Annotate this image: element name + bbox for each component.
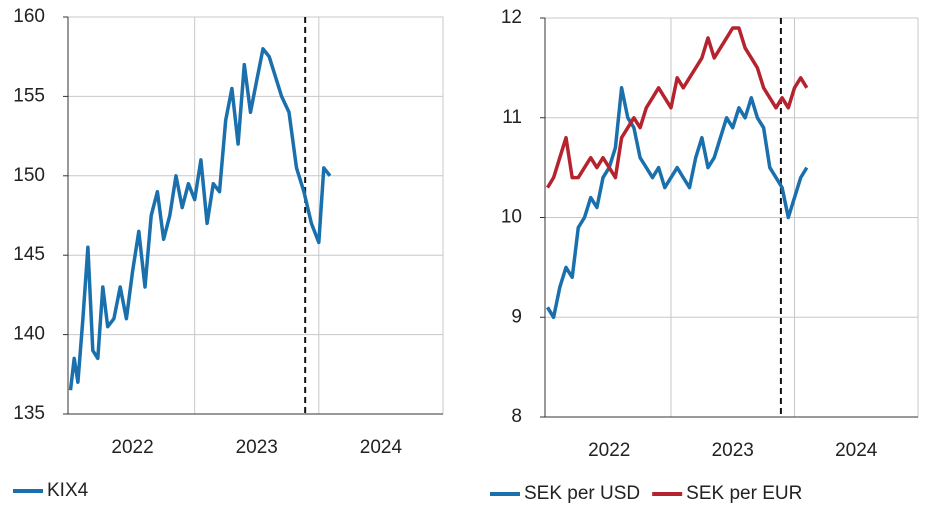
legend-label: SEK per USD [524, 483, 640, 504]
x-tick-label: 2022 [111, 437, 153, 458]
x-tick-label: 2022 [588, 440, 630, 461]
x-tick-label: 2024 [360, 437, 403, 458]
x-tick-label: 2023 [712, 440, 754, 461]
data-line [546, 86, 809, 320]
y-tick-label: 12 [501, 7, 522, 28]
plot-frame [67, 16, 444, 415]
y-tick-label: 11 [502, 107, 522, 128]
y-tick-label: 145 [13, 244, 45, 265]
y-tick-label: 140 [13, 324, 45, 345]
y-tick-label: 150 [13, 165, 45, 186]
y-tick-label: 135 [13, 403, 45, 424]
legend-label: KIX4 [47, 480, 89, 501]
y-tick-label: 8 [511, 406, 522, 427]
legend-label: SEK per EUR [686, 483, 802, 504]
x-tick-label: 2024 [835, 440, 878, 461]
y-tick-label: 160 [13, 6, 45, 27]
data-line [546, 26, 809, 189]
y-tick-label: 9 [511, 306, 522, 327]
y-tick-label: 155 [13, 85, 45, 106]
data-line [68, 47, 332, 391]
x-tick-label: 2023 [236, 437, 278, 458]
y-tick-label: 10 [501, 207, 522, 228]
